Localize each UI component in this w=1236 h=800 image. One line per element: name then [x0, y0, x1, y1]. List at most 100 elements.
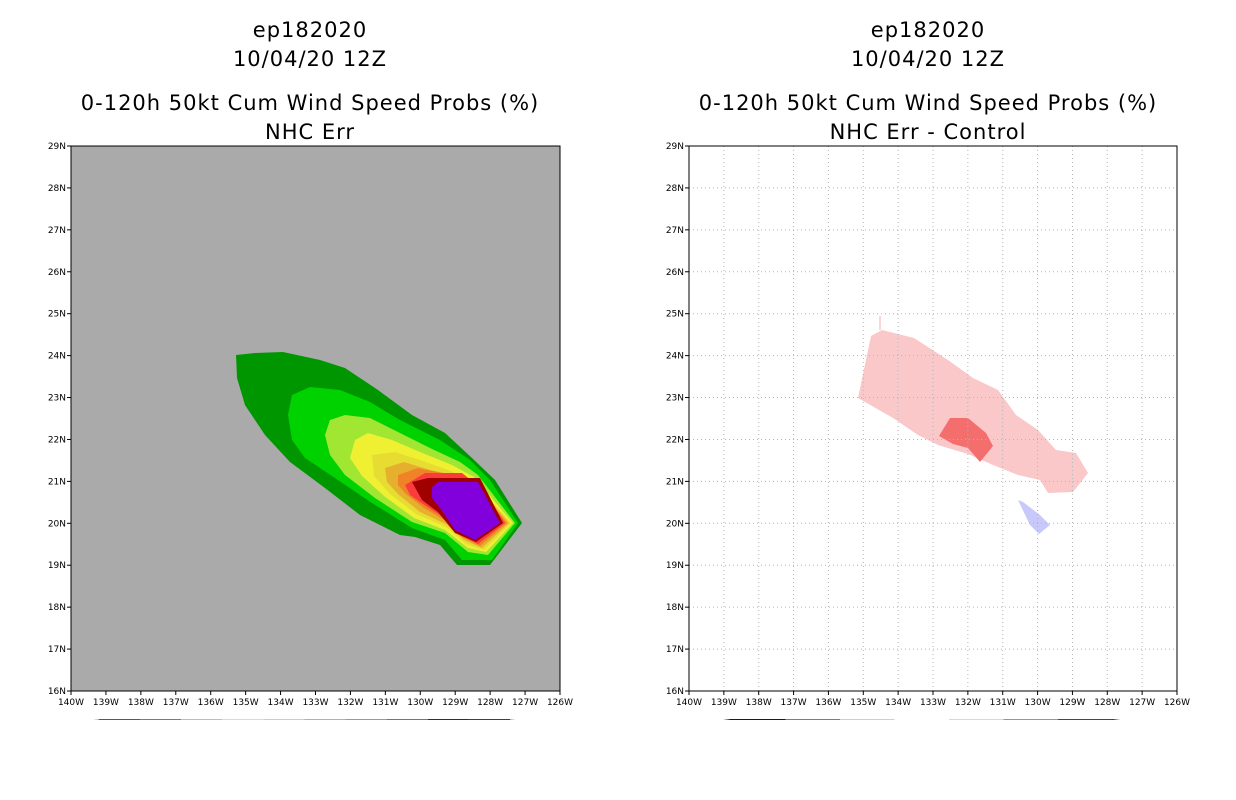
- lon-label: 126W: [1164, 698, 1190, 708]
- legend-swatch: [263, 719, 305, 720]
- lon-label: 137W: [781, 698, 807, 708]
- lon-label: 139W: [93, 698, 119, 708]
- diff-contour-positive-3: [939, 418, 993, 462]
- legend-swatch: [304, 719, 346, 720]
- left-subtitle: NHC Err: [264, 120, 355, 144]
- lon-label: 127W: [512, 698, 538, 708]
- lat-label: 19N: [48, 561, 66, 571]
- diff-contour-negative-1: [1018, 500, 1050, 534]
- lon-label: 131W: [372, 698, 398, 708]
- left-datetime: 10/04/20 12Z: [232, 47, 388, 71]
- lat-label: 26N: [48, 268, 66, 278]
- lat-label: 18N: [48, 603, 66, 613]
- lon-label: 130W: [1025, 698, 1051, 708]
- lat-label: 28N: [48, 184, 66, 194]
- left-map-title: ep182020 10/04/20 12Z: [40, 16, 580, 74]
- right-color-legend: -10-5-3-113510: [723, 719, 1121, 720]
- lon-label: 128W: [477, 698, 503, 708]
- legend-high-triangle: [1112, 719, 1121, 720]
- lat-label: 22N: [666, 435, 684, 445]
- lat-label: 27N: [48, 226, 66, 236]
- lon-label: 138W: [746, 698, 772, 708]
- lon-label: 132W: [337, 698, 363, 708]
- lon-label: 137W: [163, 698, 189, 708]
- lat-label: 17N: [48, 645, 66, 655]
- lon-label: 135W: [233, 698, 259, 708]
- lat-label: 29N: [666, 142, 684, 152]
- lat-label: 16N: [666, 687, 684, 697]
- lon-label: 140W: [58, 698, 84, 708]
- legend-swatch: [345, 719, 387, 720]
- lat-label: 24N: [666, 352, 684, 362]
- lon-label: 132W: [955, 698, 981, 708]
- lat-label: 25N: [666, 310, 684, 320]
- lat-label: 23N: [666, 394, 684, 404]
- right-map-subtitle: 0-120h 50kt Cum Wind Speed Probs (%) NHC…: [658, 89, 1198, 147]
- diff-contour-positive-1: [858, 330, 1088, 493]
- legend-swatch: [99, 719, 141, 720]
- lon-label: 135W: [850, 698, 876, 708]
- legend-swatch: [427, 719, 469, 720]
- legend-swatch: [894, 719, 949, 720]
- lon-label: 140W: [676, 698, 702, 708]
- lat-label: 18N: [666, 603, 684, 613]
- left-latitude-labels: 29N 28N 27N 26N 25N 24N 23N 22N 21N 20N 19N 18N 17N 1…: [48, 142, 71, 697]
- right-map-title: ep182020 10/04/20 12Z: [658, 16, 1198, 74]
- lon-label: 138W: [128, 698, 154, 708]
- legend-high-triangle: [510, 719, 516, 720]
- prob-contour-90: [432, 482, 500, 540]
- lat-label: 16N: [48, 687, 66, 697]
- lat-label: 19N: [666, 561, 684, 571]
- right-longitude-labels: 140W 139W 138W 137W 136W 135W 134W 133W 132W 131W…: [676, 691, 1190, 708]
- lat-label: 21N: [666, 477, 684, 487]
- lat-label: 21N: [48, 477, 66, 487]
- right-subtitle: NHC Err - Control: [829, 120, 1027, 144]
- lat-label: 22N: [48, 435, 66, 445]
- right-map-gridlines: [689, 146, 1177, 691]
- legend-swatch: [840, 719, 895, 720]
- lon-label: 133W: [920, 698, 946, 708]
- left-probability-contours: [236, 352, 522, 565]
- lat-label: 23N: [48, 394, 66, 404]
- legend-swatch: [731, 719, 786, 720]
- lon-label: 133W: [302, 698, 328, 708]
- right-difference-map: 29N 28N 27N 26N 25N 24N 23N 22N 21N 20N 19N 18N 17N 1…: [666, 142, 1190, 720]
- lat-label: 17N: [666, 645, 684, 655]
- lat-label: 26N: [666, 268, 684, 278]
- lon-label: 130W: [407, 698, 433, 708]
- left-probability-map: 29N 28N 27N 26N 25N 24N 23N 22N 21N 20N 19N 18N 17N 1…: [48, 142, 573, 720]
- legend-swatch: [386, 719, 428, 720]
- lon-label: 127W: [1129, 698, 1155, 708]
- left-product: 0-120h 50kt Cum Wind Speed Probs (%): [80, 91, 540, 115]
- lon-label: 136W: [815, 698, 841, 708]
- lon-label: 134W: [268, 698, 294, 708]
- legend-swatch: [1003, 719, 1058, 720]
- legend-swatch: [785, 719, 840, 720]
- right-product: 0-120h 50kt Cum Wind Speed Probs (%): [698, 91, 1158, 115]
- lon-label: 128W: [1094, 698, 1120, 708]
- lat-label: 20N: [48, 519, 66, 529]
- lat-label: 28N: [666, 184, 684, 194]
- left-longitude-labels: 140W 139W 138W 137W 136W 135W 134W 133W 132W 131W…: [58, 691, 573, 708]
- lon-label: 129W: [442, 698, 468, 708]
- right-latitude-labels: 29N 28N 27N 26N 25N 24N 23N 22N 21N 20N 19N 18N 17N 1…: [666, 142, 689, 697]
- left-storm-id: ep182020: [252, 18, 368, 42]
- legend-swatch: [181, 719, 223, 720]
- right-datetime: 10/04/20 12Z: [850, 47, 1006, 71]
- lon-label: 129W: [1059, 698, 1085, 708]
- lon-label: 139W: [711, 698, 737, 708]
- lat-label: 24N: [48, 352, 66, 362]
- lon-label: 131W: [990, 698, 1016, 708]
- legend-swatch: [222, 719, 264, 720]
- legend-swatch: [949, 719, 1004, 720]
- left-color-legend: 5102030405060708090100: [93, 719, 516, 720]
- legend-swatch: [140, 719, 182, 720]
- lon-label: 126W: [547, 698, 573, 708]
- right-difference-contours: [858, 316, 1088, 534]
- lat-label: 29N: [48, 142, 66, 152]
- legend-low-triangle: [723, 719, 731, 720]
- left-map-subtitle: 0-120h 50kt Cum Wind Speed Probs (%) NHC…: [40, 89, 580, 147]
- right-storm-id: ep182020: [870, 18, 986, 42]
- legend-low-triangle: [93, 719, 99, 720]
- legend-swatch: [468, 719, 510, 720]
